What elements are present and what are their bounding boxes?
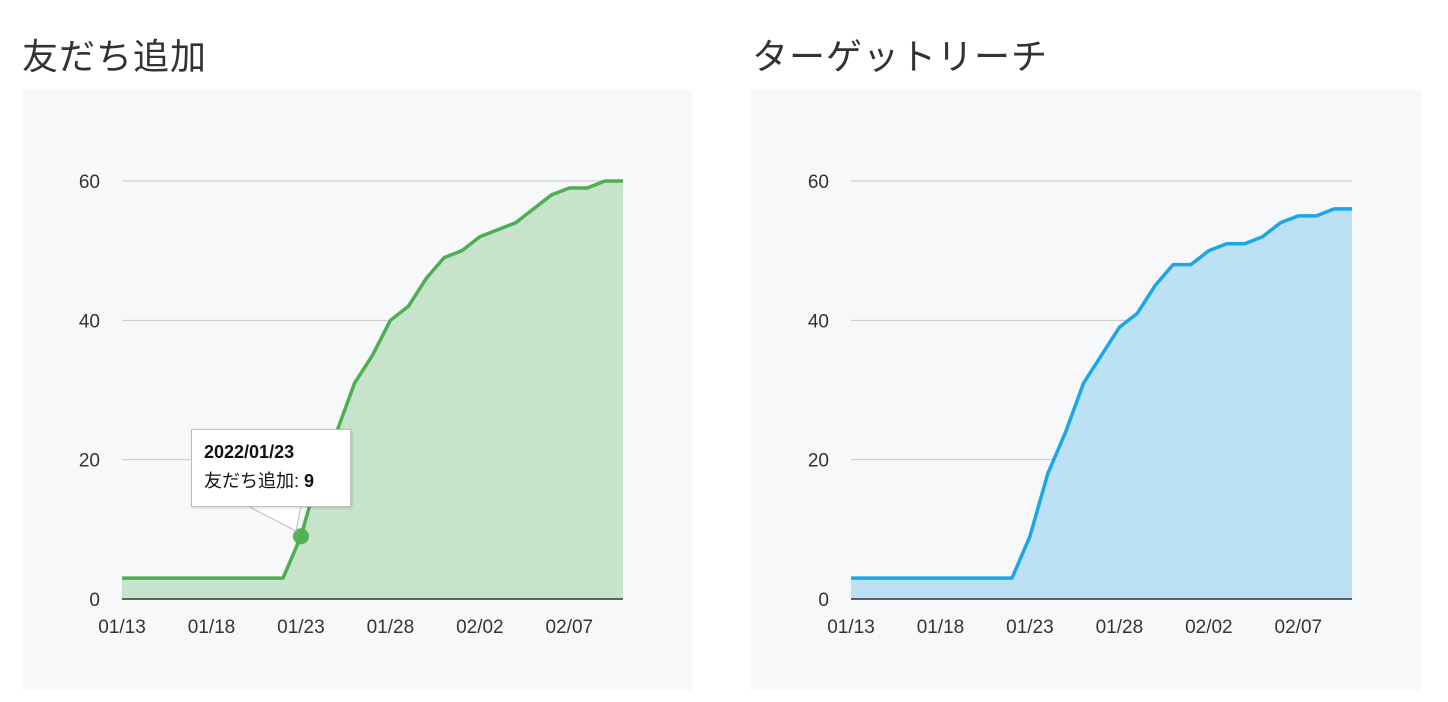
data-tooltip: 2022/01/23 友だち追加: 9 — [191, 429, 351, 507]
y-tick-label-friends: 40 — [79, 311, 100, 332]
x-tick-label-friends: 02/07 — [546, 617, 594, 638]
x-tick-label-reach: 01/28 — [1096, 617, 1144, 638]
x-tick-label-friends: 01/23 — [277, 617, 325, 638]
series-line-reach — [851, 207, 1352, 580]
x-tick-label-reach: 02/07 — [1275, 617, 1323, 638]
y-tick-label-reach: 60 — [808, 172, 829, 193]
area-fill-friends — [122, 181, 623, 599]
y-tick-label-friends: 20 — [79, 451, 100, 472]
x-tick-label-reach: 01/23 — [1006, 617, 1054, 638]
x-tick-label-friends: 02/02 — [456, 617, 504, 638]
y-tick-label-friends: 60 — [79, 172, 100, 193]
series-line-friends — [122, 179, 623, 580]
tooltip-value: 9 — [304, 471, 315, 491]
y-tick-label-friends: 0 — [89, 590, 100, 611]
chart-title-friends: 友だち追加 — [22, 37, 208, 78]
x-tick-label-reach: 02/02 — [1185, 617, 1233, 638]
highlight-point-friends — [292, 528, 309, 545]
y-tick-label-reach: 20 — [808, 451, 829, 472]
tooltip-line: 友だち追加: 9 — [204, 467, 338, 493]
x-tick-label-friends: 01/13 — [98, 617, 146, 638]
x-tick-label-reach: 01/18 — [917, 617, 965, 638]
tooltip-label: 友だち追加: — [204, 471, 305, 491]
x-tick-label-reach: 01/13 — [827, 617, 875, 638]
x-tick-label-friends: 01/18 — [188, 617, 236, 638]
area-fill-reach — [851, 208, 1352, 599]
x-tick-label-friends: 01/28 — [367, 617, 415, 638]
y-tick-label-reach: 0 — [818, 590, 829, 611]
tooltip-date: 2022/01/23 — [204, 442, 295, 462]
chart-title-target-reach: ターゲットリーチ — [752, 37, 1049, 78]
y-tick-label-reach: 40 — [808, 311, 829, 332]
